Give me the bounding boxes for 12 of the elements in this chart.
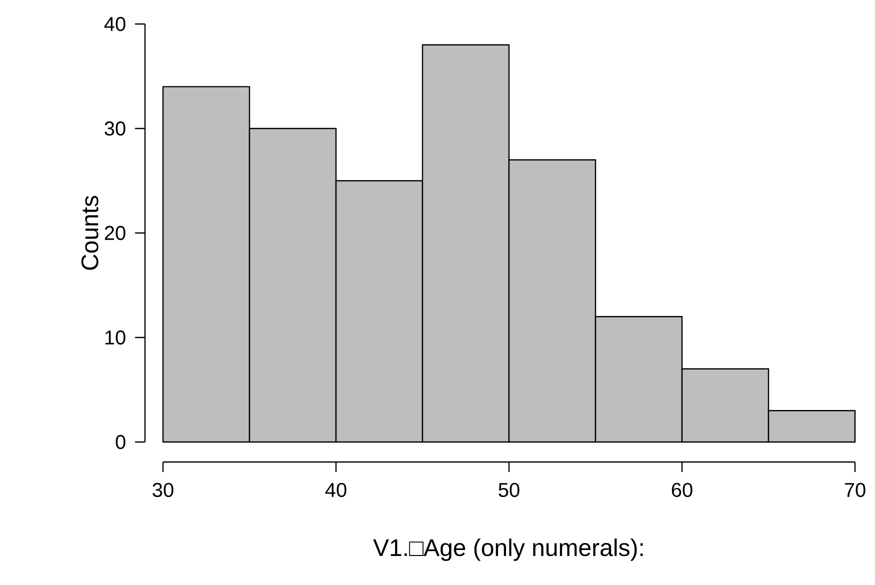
x-tick-label: 30 [152, 482, 174, 498]
x-tick-label: 60 [672, 482, 692, 498]
y-tick-label: 0 [116, 434, 126, 450]
x-axis-title: V1.□Age (only numerals): [373, 538, 643, 561]
y-tick-label: 30 [104, 121, 126, 136]
x-tick-label: 70 [844, 482, 866, 498]
x-tick-label: 50 [498, 482, 520, 498]
y-axis-title: Counts [81, 196, 98, 270]
y-tick-label: 40 [104, 16, 126, 32]
y-tick-label: 20 [104, 226, 126, 240]
y-tick-label: 10 [105, 330, 126, 345]
x-tick-label: 40 [325, 482, 346, 498]
